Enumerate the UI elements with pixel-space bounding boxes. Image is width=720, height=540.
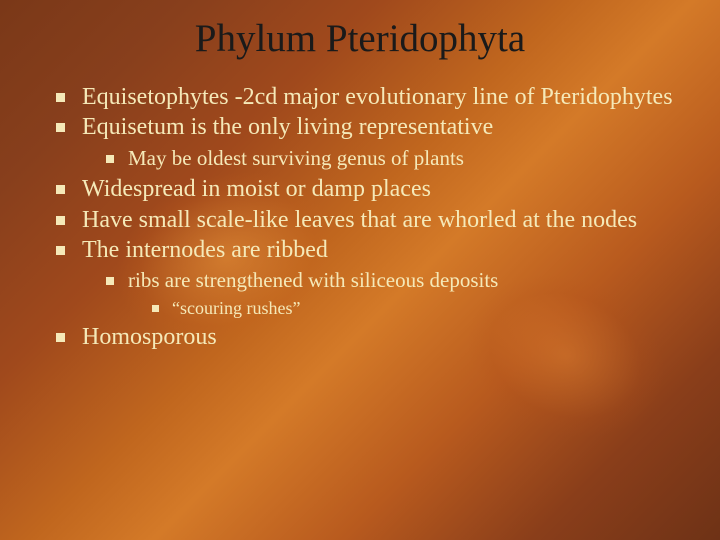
sub-sub-bullet-list: “scouring rushes” — [128, 297, 690, 320]
bullet-text: Equisetum is the only living representat… — [82, 114, 493, 140]
bullet-item: Have small scale-like leaves that are wh… — [82, 206, 690, 234]
sub-bullet-list: ribs are strengthened with siliceous dep… — [82, 268, 690, 319]
bullet-item: “scouring rushes” — [172, 297, 690, 320]
bullet-item: Equisetophytes -2cd major evolutionary l… — [82, 83, 690, 111]
bullet-item: The internodes are ribbed ribs are stren… — [82, 236, 690, 319]
bullet-item: May be oldest surviving genus of plants — [128, 146, 690, 172]
slide-title: Phylum Pteridophyta — [30, 16, 690, 61]
bullet-item: Widespread in moist or damp places — [82, 175, 690, 203]
slide: Phylum Pteridophyta Equisetophytes -2cd … — [0, 0, 720, 540]
bullet-text: ribs are strengthened with siliceous dep… — [128, 268, 498, 292]
bullet-item: Equisetum is the only living representat… — [82, 113, 690, 171]
bullet-item: Homosporous — [82, 323, 690, 351]
sub-bullet-list: May be oldest surviving genus of plants — [82, 146, 690, 172]
bullet-list: Equisetophytes -2cd major evolutionary l… — [30, 83, 690, 352]
bullet-text: The internodes are ribbed — [82, 237, 328, 263]
bullet-item: ribs are strengthened with siliceous dep… — [128, 268, 690, 319]
